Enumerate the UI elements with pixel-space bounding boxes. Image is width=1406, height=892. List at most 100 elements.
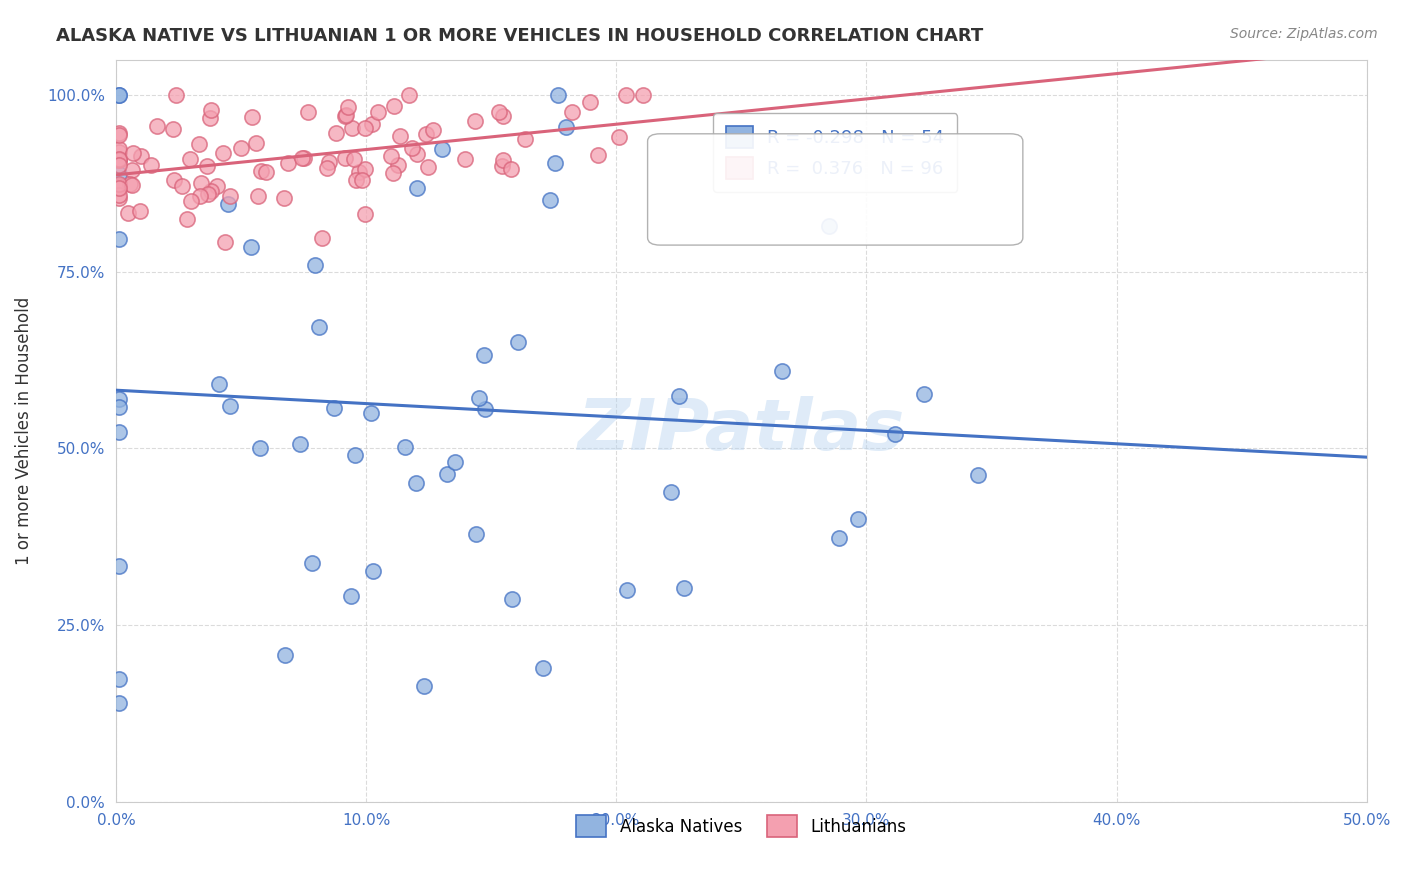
Text: ALASKA NATIVE VS LITHUANIAN 1 OR MORE VEHICLES IN HOUSEHOLD CORRELATION CHART: ALASKA NATIVE VS LITHUANIAN 1 OR MORE VE… [56, 27, 983, 45]
Point [107, 232, 129, 246]
Point [121, 178, 143, 192]
Point [195, 159, 218, 173]
Point [139, 158, 162, 172]
Point [353, 121, 375, 136]
Point [405, 475, 427, 490]
Point [131, 148, 153, 162]
Point [107, 87, 129, 102]
Point [214, 235, 236, 249]
FancyBboxPatch shape [648, 134, 1022, 245]
Point [340, 589, 363, 603]
Point [828, 531, 851, 545]
Point [382, 99, 405, 113]
Point [197, 186, 219, 201]
Point [531, 661, 554, 675]
Point [846, 512, 869, 526]
Point [367, 104, 389, 119]
Point [340, 120, 363, 135]
Point [513, 132, 536, 146]
Point [349, 165, 371, 179]
Point [188, 189, 211, 203]
Point [607, 129, 630, 144]
Point [107, 696, 129, 710]
Point [616, 582, 638, 597]
Point [107, 392, 129, 407]
Point [335, 107, 357, 121]
Point [107, 179, 129, 194]
Point [308, 320, 330, 334]
Point [249, 442, 271, 456]
Point [360, 406, 382, 420]
Point [229, 141, 252, 155]
Point [912, 386, 935, 401]
Point [107, 152, 129, 166]
Point [128, 204, 150, 219]
Point [291, 151, 314, 165]
Point [297, 105, 319, 120]
Point [277, 156, 299, 170]
Point [361, 117, 384, 131]
Point [586, 148, 609, 162]
Point [301, 556, 323, 570]
Point [107, 153, 129, 167]
Point [218, 189, 240, 203]
Point [304, 259, 326, 273]
Point [673, 581, 696, 595]
Point [468, 391, 491, 405]
Point [292, 152, 315, 166]
Point [538, 193, 561, 207]
Point [394, 440, 416, 454]
Point [198, 111, 221, 125]
Point [163, 173, 186, 187]
Point [212, 146, 235, 161]
Point [162, 122, 184, 136]
Point [107, 145, 129, 160]
Point [491, 153, 513, 168]
Point [352, 173, 374, 187]
Point [472, 348, 495, 362]
Text: ZIPatlas: ZIPatlas [578, 396, 905, 465]
Point [107, 558, 129, 573]
Point [107, 167, 129, 181]
Point [406, 147, 429, 161]
Point [491, 159, 513, 173]
Point [631, 87, 654, 102]
Point [107, 153, 129, 167]
Point [508, 335, 530, 350]
Point [120, 177, 142, 191]
Point [180, 194, 202, 208]
Point [200, 103, 222, 117]
Point [107, 191, 129, 205]
Point [170, 179, 193, 194]
Point [273, 191, 295, 205]
Point [501, 591, 523, 606]
Point [579, 95, 602, 110]
Point [430, 143, 453, 157]
Point [179, 153, 201, 167]
Point [474, 401, 496, 416]
Point [207, 178, 229, 193]
Point [454, 153, 477, 167]
Legend: Alaska Natives, Lithuanians: Alaska Natives, Lithuanians [568, 807, 915, 846]
Point [344, 448, 367, 462]
Point [208, 377, 231, 392]
Point [107, 178, 129, 192]
Point [381, 166, 404, 180]
Point [415, 127, 437, 141]
Point [322, 401, 344, 415]
Point [336, 100, 359, 114]
Point [413, 679, 436, 693]
Point [464, 527, 486, 541]
Point [354, 161, 377, 176]
Point [311, 230, 333, 244]
Point [219, 399, 242, 413]
Text: Source: ZipAtlas.com: Source: ZipAtlas.com [1230, 27, 1378, 41]
Point [614, 87, 637, 102]
Point [488, 104, 510, 119]
Point [335, 151, 357, 165]
Point [274, 648, 297, 662]
Point [967, 467, 990, 482]
Point [107, 142, 129, 156]
Point [316, 161, 339, 175]
Point [107, 187, 129, 202]
